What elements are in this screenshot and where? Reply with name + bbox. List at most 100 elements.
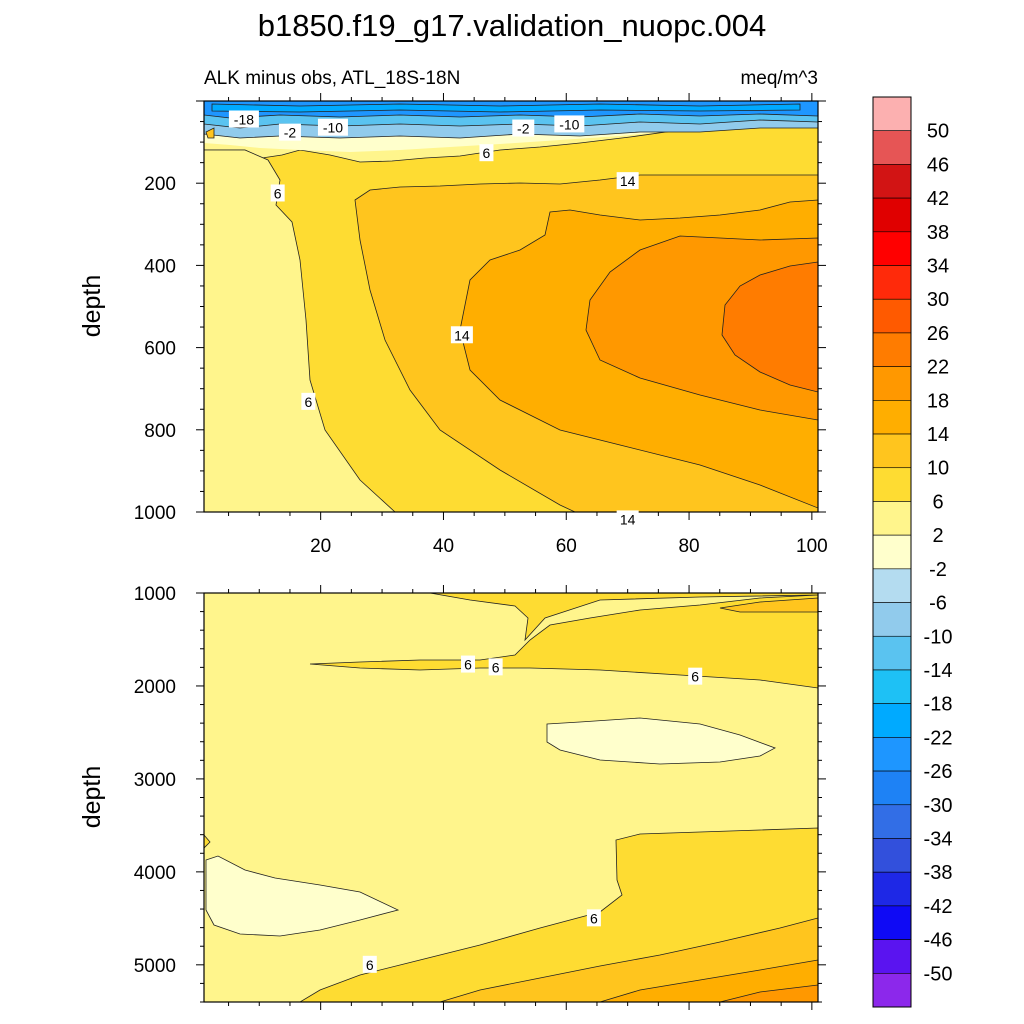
upper-contour-labels: -18 -2 -10 -2 -10 6 6 14 14 6 14 <box>228 110 639 528</box>
y-tick-label: 1000 <box>134 503 176 524</box>
panel-subtitle-right: meq/m^3 <box>740 68 818 89</box>
lower-axes: 1000 2000 3000 4000 5000 <box>134 584 826 1010</box>
colorbar-label: 30 <box>927 289 949 311</box>
contour-label-box <box>616 172 639 190</box>
colorbar-swatch <box>872 96 912 132</box>
contour-label-box <box>586 909 601 927</box>
y-tick-label: 600 <box>144 339 176 360</box>
y-tick-label: 400 <box>144 256 176 277</box>
contour-label: 6 <box>366 957 374 973</box>
contour-label: -2 <box>284 125 297 141</box>
contour-label-box <box>554 115 585 133</box>
colorbar-label: 18 <box>927 390 949 412</box>
upper-y-axis-label: depth <box>78 275 106 338</box>
lower-y-axis-label: depth <box>78 766 106 829</box>
x-tick-label: 80 <box>678 536 699 557</box>
contour-label: -18 <box>234 111 254 127</box>
contour-label-box <box>450 326 473 344</box>
contour-label: 6 <box>304 394 312 410</box>
colorbar-swatch <box>872 568 912 603</box>
colorbar-swatch <box>872 534 912 570</box>
y-tick-label: 3000 <box>134 770 176 791</box>
colorbar-label: -2 <box>929 559 947 581</box>
colorbar-swatch <box>872 905 912 940</box>
colorbar-swatch <box>872 433 912 469</box>
upper-axes: 20 40 60 80 100 200 400 600 800 1000 <box>134 93 828 557</box>
contour-label-box <box>362 955 377 973</box>
colorbar-label: -34 <box>924 828 953 850</box>
panel-subtitle-left: ALK minus obs, ATL_18S-18N <box>204 68 460 89</box>
colorbar-label: 38 <box>927 222 949 244</box>
contour-label-box <box>488 658 503 676</box>
upper-fill-2-6-west <box>204 149 396 512</box>
upper-fill-negative-core <box>211 103 801 113</box>
colorbar-label: 42 <box>927 188 949 210</box>
colorbar-swatch <box>872 669 912 704</box>
contour-label-box <box>512 119 535 137</box>
contour-label-box <box>301 392 316 410</box>
lower-fill-6-10-top <box>429 593 818 642</box>
colorbar-label: 2 <box>932 525 943 547</box>
contour-label: 6 <box>691 669 699 685</box>
colorbar-swatch <box>872 770 912 806</box>
contour-label-box <box>479 144 494 162</box>
colorbar-swatch <box>872 501 912 536</box>
lower-panel-contours <box>204 593 818 1002</box>
contour-label: 6 <box>274 185 282 201</box>
colorbar-swatch <box>872 298 912 334</box>
colorbar-swatch <box>872 164 912 199</box>
colorbar-label: -26 <box>924 761 953 783</box>
contour-label: 6 <box>483 145 491 161</box>
lower-fill-near-zero-mid <box>546 717 776 765</box>
colorbar-label: -10 <box>924 626 953 648</box>
colorbar-swatch <box>872 197 912 233</box>
colorbar-label: 14 <box>927 424 949 446</box>
lower-contour-labels: 6 6 6 6 6 <box>362 655 703 973</box>
colorbar-swatch <box>872 400 912 435</box>
colorbar-label: 34 <box>927 256 949 278</box>
y-tick-label: 1000 <box>134 584 176 605</box>
contour-label: 6 <box>492 659 500 675</box>
colorbar-swatch <box>872 703 912 738</box>
contour-label: 14 <box>620 511 636 527</box>
colorbar-swatch <box>872 939 912 974</box>
colorbar-swatch <box>872 332 912 367</box>
upper-fill-22-26 <box>721 261 818 393</box>
colorbar-swatch <box>872 972 912 1008</box>
x-tick-label: 20 <box>310 536 331 557</box>
lower-fill-10-14-top <box>719 597 818 613</box>
upper-small-pocket <box>205 127 215 139</box>
contour-label: -10 <box>323 120 343 136</box>
colorbar-label: -46 <box>924 930 953 952</box>
lower-fill-6-10-upper-band <box>309 594 818 689</box>
y-tick-label: 5000 <box>134 956 176 977</box>
colorbar-frame <box>872 96 912 1008</box>
x-tick-label: 100 <box>796 536 828 557</box>
colorbar-label: -50 <box>924 963 953 985</box>
contour-label-box <box>317 118 348 136</box>
contour-label: -10 <box>559 116 579 132</box>
y-tick-label: 2000 <box>134 677 176 698</box>
colorbar-swatch <box>872 635 912 671</box>
contour-label: 6 <box>464 657 472 673</box>
colorbar-swatch <box>872 804 912 839</box>
lower-fill-18-22-bottom <box>719 984 818 1002</box>
figure-title: b1850.f19_g17.validation_nuopc.004 <box>258 8 767 43</box>
colorbar-swatch <box>872 737 912 772</box>
colorbar-label: -30 <box>924 795 953 817</box>
colorbar-label: -18 <box>924 694 953 716</box>
contour-label: 14 <box>620 173 636 189</box>
lower-edge-notch <box>204 834 211 849</box>
colorbar-swatch <box>872 366 912 401</box>
colorbar-label: 22 <box>927 357 949 379</box>
contour-label-box <box>688 667 703 685</box>
colorbar-label: 46 <box>927 154 949 176</box>
contour-label: -2 <box>517 121 530 137</box>
contour-label: 14 <box>454 327 470 343</box>
colorbar-swatch <box>872 231 912 266</box>
colorbar-label: -14 <box>924 660 953 682</box>
colorbar-label: 10 <box>927 458 949 480</box>
contour-label-box <box>228 110 259 128</box>
